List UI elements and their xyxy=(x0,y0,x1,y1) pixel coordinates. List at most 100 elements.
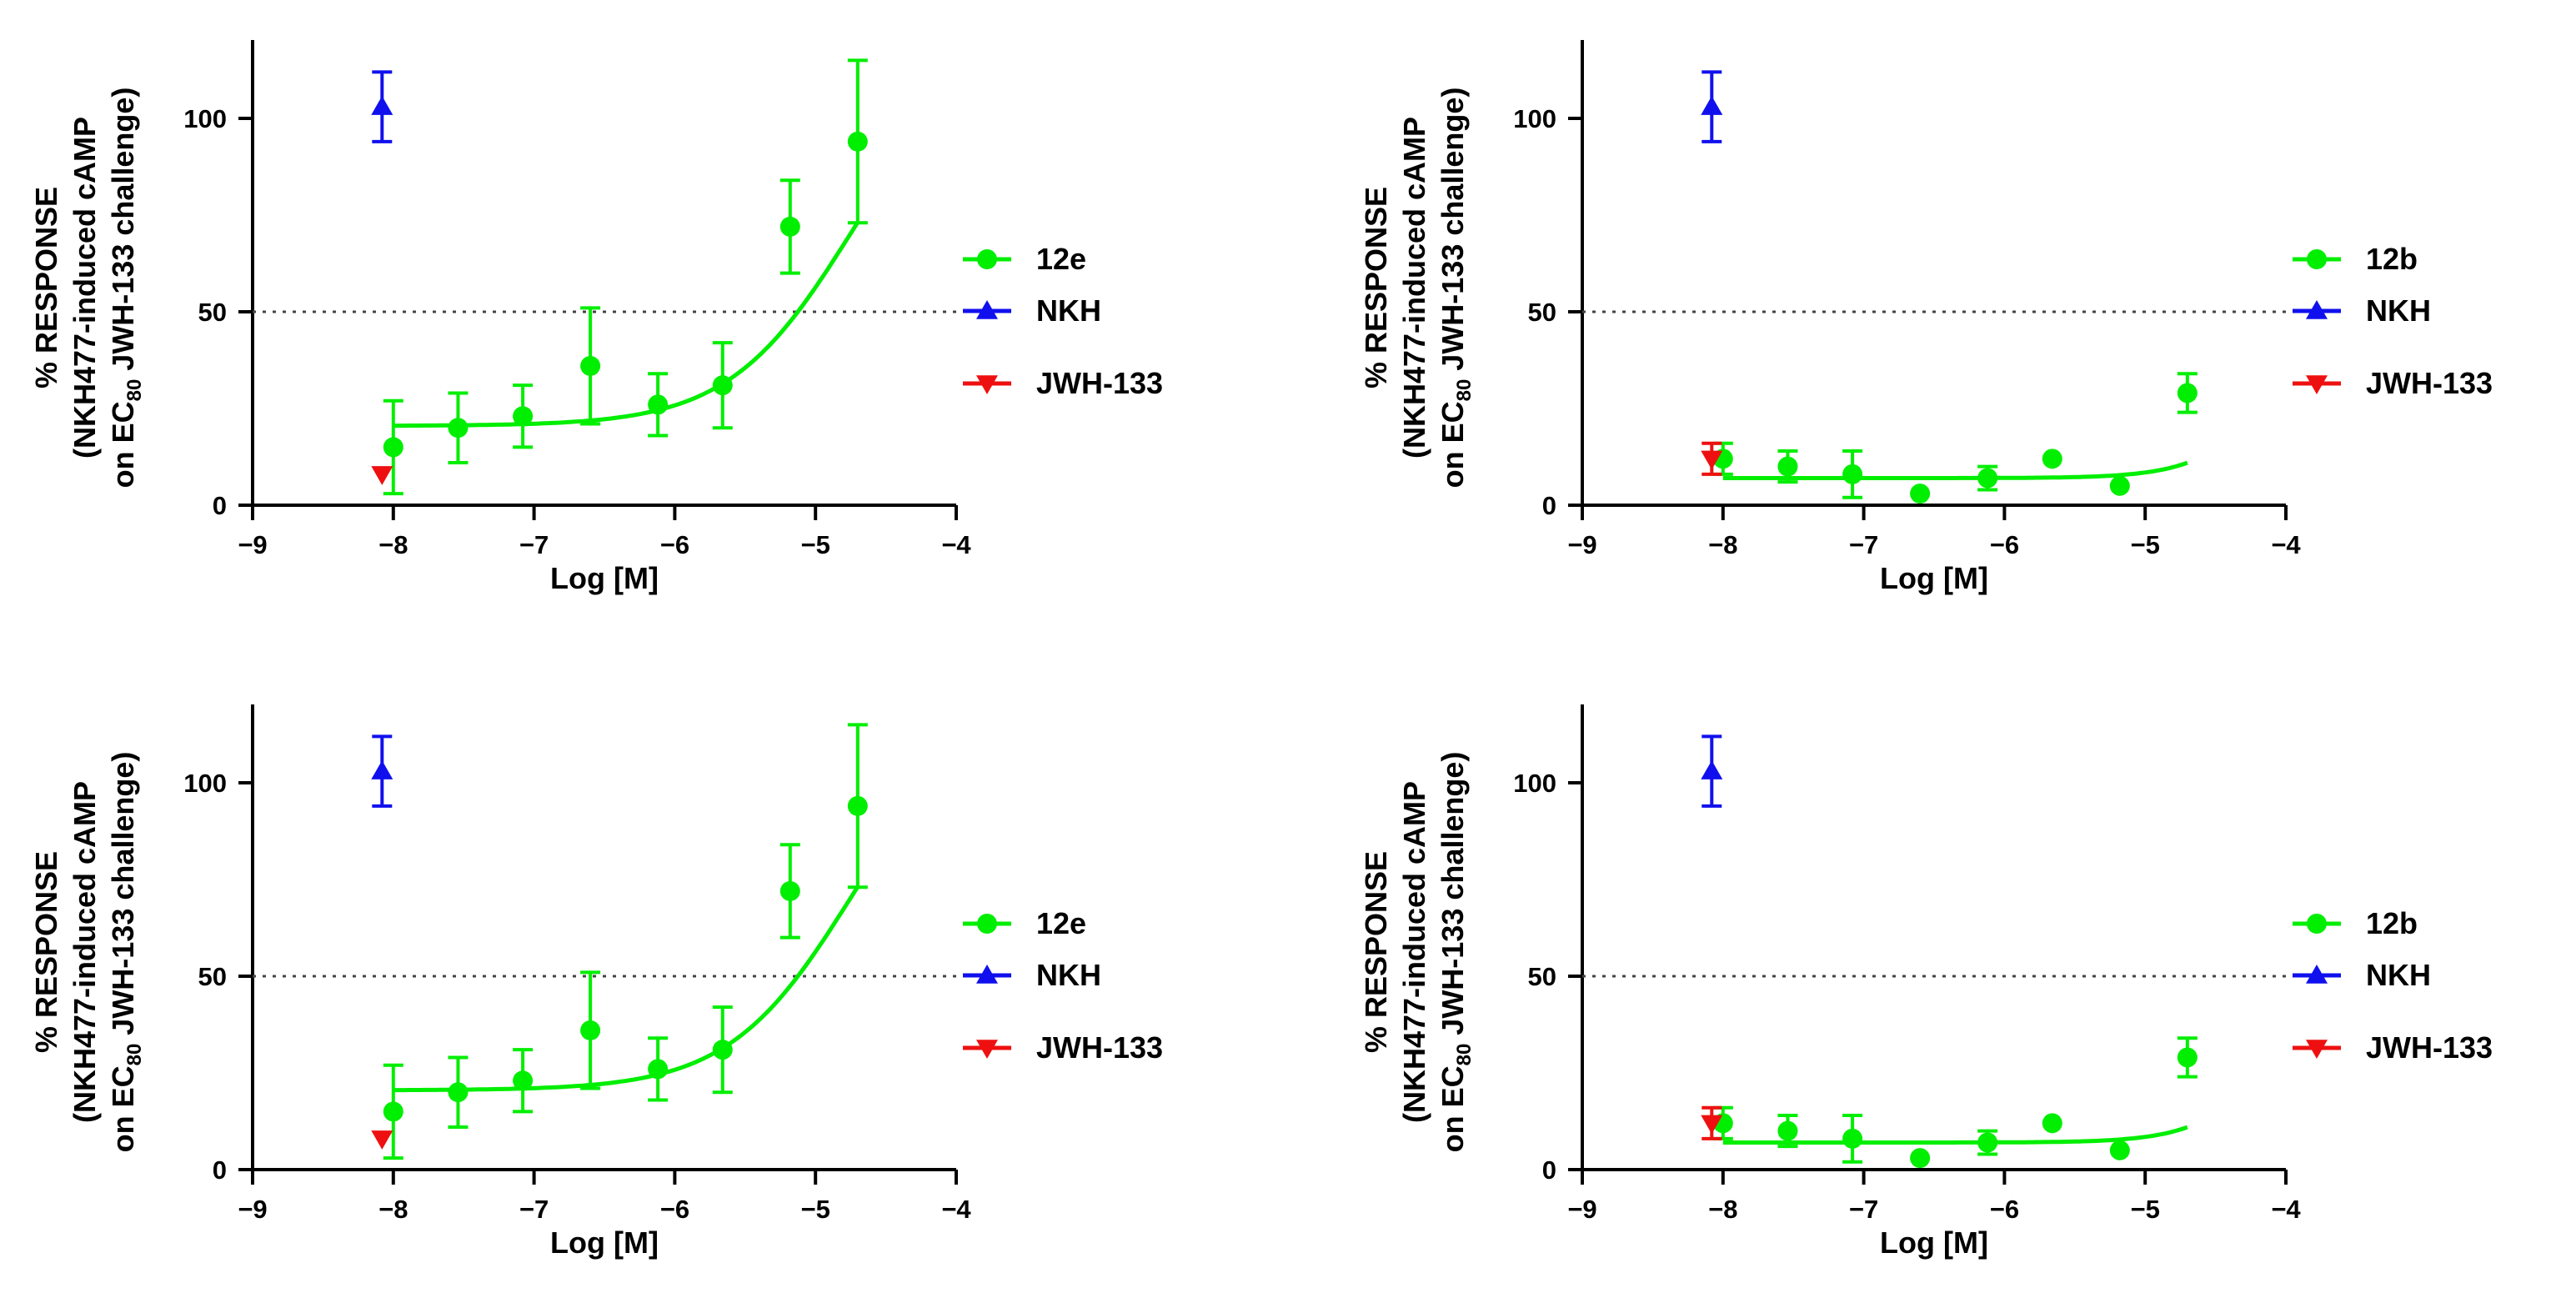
y-axis-title-line-1: % RESPONSE xyxy=(29,187,63,388)
data-point xyxy=(513,1070,534,1091)
series-jwh-133 xyxy=(1701,441,1723,476)
y-tick-label: 100 xyxy=(1513,769,1556,798)
data-point xyxy=(779,880,800,901)
legend-label: JWH-133 xyxy=(2366,1030,2493,1065)
series-nkh xyxy=(371,734,393,808)
circle-marker-icon xyxy=(977,914,997,934)
x-tick-label: −4 xyxy=(941,1195,971,1224)
data-point xyxy=(2042,1113,2062,1134)
data-point xyxy=(1701,450,1723,470)
y-axis-title: % RESPONSE (NKH477-induced cAMP on EC80 JW… xyxy=(29,752,146,1153)
y-tick-label: 0 xyxy=(213,1155,227,1185)
y-tick-label: 100 xyxy=(183,769,227,798)
data-point xyxy=(1910,484,1931,504)
data-point xyxy=(580,355,601,376)
y-axis-title-line-1: % RESPONSE xyxy=(1359,187,1393,388)
data-point xyxy=(580,1020,601,1040)
x-tick-label: −9 xyxy=(1567,1195,1596,1224)
y-tick-label: 100 xyxy=(183,104,227,133)
x-tick-label: −6 xyxy=(1990,530,2019,559)
legend-label: NKH xyxy=(2366,293,2431,328)
chart-panel-bottom-left: 0 50 100 −9 −8 −7 −6 −5 −4 Log [M] % RESPONSE (NKH4… xyxy=(29,704,1163,1260)
data-point xyxy=(448,418,469,439)
x-tick-label: −8 xyxy=(1708,1195,1737,1224)
x-tick-label: −4 xyxy=(941,530,971,559)
triangle-down-marker-icon xyxy=(976,1040,998,1059)
x-tick-label: −6 xyxy=(660,1195,689,1224)
legend-label: 12e xyxy=(1036,242,1086,276)
y-tick-label: 50 xyxy=(198,298,227,327)
series-jwh-133 xyxy=(371,466,393,485)
y-axis-title-line-3-subscript: 80 xyxy=(123,1044,146,1066)
legend-label: NKH xyxy=(2366,958,2431,992)
x-tick-label: −7 xyxy=(1849,530,1878,559)
data-point xyxy=(2109,1140,2130,1160)
series-nkh xyxy=(1701,734,1723,808)
x-tick-label: −8 xyxy=(1708,530,1737,559)
data-point xyxy=(1910,1148,1931,1169)
y-axis-title-line-2: (NKH477-induced cAMP xyxy=(1397,781,1431,1123)
y-axis-title-line-3: on EC80 JWH-133 challenge) xyxy=(1436,88,1476,489)
x-tick-label: −6 xyxy=(1990,1195,2019,1224)
y-tick-label: 0 xyxy=(1542,1155,1556,1185)
legend: 12e NKH JWH-133 xyxy=(963,242,1163,400)
x-tick-label: −7 xyxy=(519,1195,549,1224)
x-tick-label: −9 xyxy=(238,530,267,559)
triangle-up-marker-icon xyxy=(976,300,998,319)
y-tick-label: 0 xyxy=(1542,491,1556,520)
circle-marker-icon xyxy=(977,249,997,269)
x-tick-label: −5 xyxy=(2131,1195,2160,1224)
data-point xyxy=(371,96,393,115)
data-point xyxy=(712,375,733,396)
data-point xyxy=(1777,456,1798,477)
x-tick-label: −4 xyxy=(2271,1195,2301,1224)
triangle-down-marker-icon xyxy=(2306,375,2328,394)
data-point xyxy=(847,795,868,816)
y-axis-title-line-3: on EC80 JWH-133 challenge) xyxy=(1436,752,1476,1153)
x-tick-label: −5 xyxy=(801,1195,830,1224)
x-tick-label: −5 xyxy=(801,530,830,559)
data-point xyxy=(513,406,534,427)
data-point xyxy=(1842,464,1863,484)
x-tick-label: −6 xyxy=(660,530,689,559)
legend-label: 12b xyxy=(2366,242,2418,276)
legend: 12e NKH JWH-133 xyxy=(963,906,1163,1065)
y-tick-label: 50 xyxy=(1528,298,1556,327)
x-tick-label: −7 xyxy=(519,530,549,559)
x-tick-label: −5 xyxy=(2131,530,2160,559)
y-axis-title-line-3: on EC80 JWH-133 challenge) xyxy=(106,88,146,489)
x-axis-title: Log [M] xyxy=(550,1225,659,1260)
y-axis-title-line-3-subscript: 80 xyxy=(123,379,146,402)
data-point xyxy=(1777,1120,1798,1141)
data-point xyxy=(1701,1115,1723,1135)
data-point xyxy=(1842,1128,1863,1149)
y-axis-title-line-3-prefix: on EC xyxy=(106,401,140,488)
chart-panel-bottom-right: 0 50 100 −9 −8 −7 −6 −5 −4 Log [M] % RESPONSE (NKH4… xyxy=(1359,704,2493,1260)
triangle-down-marker-icon xyxy=(976,375,998,394)
y-tick-label: 50 xyxy=(198,962,227,991)
y-axis-title-line-2: (NKH477-induced cAMP xyxy=(1397,117,1431,459)
circle-marker-icon xyxy=(2307,914,2327,934)
data-point xyxy=(448,1082,469,1103)
series-compound xyxy=(383,58,868,496)
y-axis-title-line-2: (NKH477-induced cAMP xyxy=(68,117,102,459)
y-axis-title: % RESPONSE (NKH477-induced cAMP on EC80 JW… xyxy=(1359,752,1476,1153)
y-axis-title-line-3-suffix: JWH-133 challenge) xyxy=(106,88,140,379)
y-tick-label: 0 xyxy=(213,491,227,520)
x-tick-label: −9 xyxy=(238,1195,267,1224)
data-point xyxy=(2177,1047,2198,1068)
y-tick-label: 100 xyxy=(1513,104,1556,133)
fit-curve xyxy=(1722,1125,2188,1145)
data-point xyxy=(383,1101,403,1122)
data-point xyxy=(648,1059,669,1080)
legend-label: JWH-133 xyxy=(2366,366,2493,400)
data-point xyxy=(2109,475,2130,496)
y-axis-title-line-3-subscript: 80 xyxy=(1453,1044,1476,1066)
data-point xyxy=(1701,96,1723,115)
data-point xyxy=(371,760,393,779)
y-axis-title: % RESPONSE (NKH477-induced cAMP on EC80 JW… xyxy=(1359,88,1476,489)
triangle-up-marker-icon xyxy=(2306,965,2328,984)
circle-marker-icon xyxy=(2307,249,2327,269)
fit-curve xyxy=(393,885,860,1093)
